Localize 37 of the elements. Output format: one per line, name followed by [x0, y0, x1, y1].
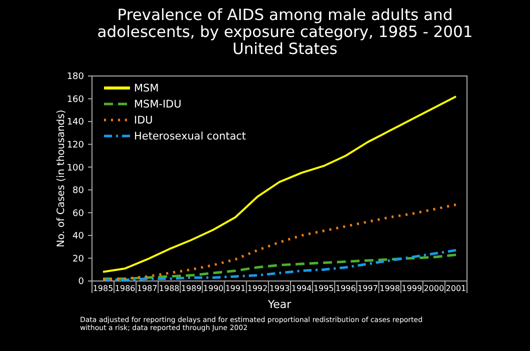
x-axis-title: Year	[266, 298, 292, 311]
x-tick-label: 1997	[358, 284, 378, 293]
x-tick-label: 1988	[159, 284, 180, 293]
chart-title: Prevalence of AIDS among male adults and adolescents, by exposure category, 1985 - 2001 United States	[97, 6, 473, 58]
x-tick-label: 2000	[424, 284, 444, 293]
x-tick-label: 1992	[247, 284, 268, 293]
line-series	[102, 96, 457, 273]
line-series	[102, 203, 458, 282]
x-tick-label: 1985	[92, 284, 114, 293]
x-tick-label: 1996	[335, 284, 356, 293]
y-tick-label: 0	[78, 277, 84, 288]
x-tick-label: 1999	[402, 284, 422, 293]
y-tick-label: 180	[66, 72, 84, 82]
x-tick-label: 1991	[225, 284, 246, 293]
y-tick-label: 100	[66, 163, 84, 174]
y-tick-label: 140	[66, 118, 84, 128]
y-tick-label: 60	[72, 208, 84, 219]
y-tick-label: 80	[72, 186, 84, 196]
legend-label: IDU	[134, 114, 153, 127]
y-tick-label: 20	[72, 254, 84, 264]
x-tick-label: 1987	[136, 284, 158, 293]
x-tick-label: 1993	[269, 284, 290, 293]
y-tick-label: 120	[66, 140, 84, 150]
line-series	[102, 254, 458, 280]
x-tick-label: 2001	[446, 284, 466, 293]
x-tick-label: 1990	[203, 284, 224, 293]
x-tick-label: 1986	[114, 284, 136, 293]
legend-label: MSM	[134, 82, 159, 95]
x-tick-label: 1989	[181, 284, 202, 293]
y-tick-label: 40	[72, 232, 84, 242]
x-tick-label: 1995	[313, 284, 334, 293]
legend-label: MSM-IDU	[134, 98, 182, 111]
x-tick-label: 1994	[291, 284, 312, 293]
y-tick-label: 160	[66, 94, 84, 105]
y-axis-title: No. of Cases (in thousands)	[56, 110, 67, 248]
x-tick-label: 1998	[380, 284, 400, 293]
legend-label: Heterosexual contact	[134, 130, 246, 143]
